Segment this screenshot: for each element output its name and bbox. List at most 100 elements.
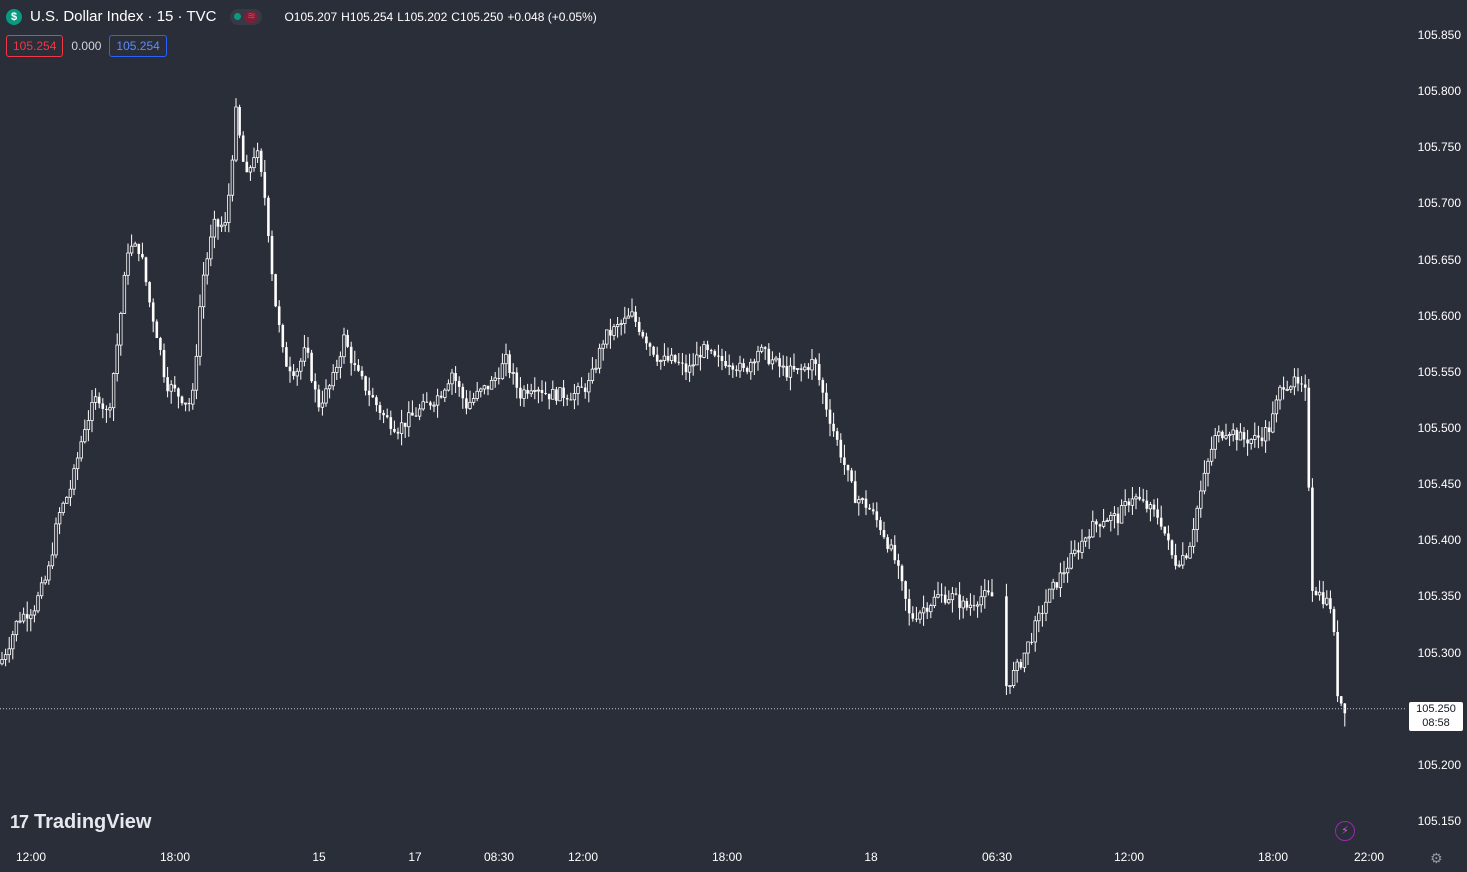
candle-body (97, 396, 101, 404)
time-tick-label: 12:00 (1113, 850, 1145, 864)
candle-body (1329, 598, 1332, 610)
candle-body (1177, 564, 1181, 567)
candle-body (1141, 499, 1145, 501)
candle-body (742, 363, 745, 368)
candle-body (439, 395, 443, 398)
buy-button[interactable]: 105.254 (109, 35, 167, 57)
candle-body (486, 385, 490, 390)
candle-body (832, 423, 835, 432)
candle-body (270, 235, 274, 275)
candle-body (681, 362, 684, 364)
candle-body (198, 306, 202, 357)
bolt-icon[interactable]: ⚡ (1335, 821, 1355, 841)
candle-body (587, 380, 591, 393)
candle-body (691, 364, 695, 367)
candle-body (1307, 387, 1311, 488)
candle-body (274, 274, 277, 307)
candle-body (677, 361, 681, 363)
candle-body (785, 366, 789, 378)
candle-body (497, 377, 501, 379)
candle-body (1026, 641, 1030, 654)
candle-body (630, 311, 634, 317)
candle-body (814, 359, 817, 365)
candle-body (310, 352, 313, 382)
candle-body (238, 106, 241, 136)
candle-body (695, 354, 699, 366)
candle-body (569, 399, 573, 401)
candle-body (360, 370, 364, 377)
candle-body (108, 407, 112, 411)
candle-body (1065, 567, 1070, 574)
time-tick-label: 08:30 (483, 850, 515, 864)
time-tick-label: 22:00 (1353, 850, 1385, 864)
candle-body (1339, 696, 1343, 704)
sell-button[interactable]: 105.254 (6, 35, 64, 57)
candle-body (1083, 537, 1088, 542)
candle-body (216, 219, 220, 227)
candle-body (759, 346, 764, 352)
candle-body (1221, 431, 1224, 439)
candle-body (429, 402, 432, 406)
candle-body (738, 362, 742, 372)
candle-body (897, 560, 900, 566)
candle-body (454, 373, 457, 382)
candle-body (375, 397, 378, 406)
candle-body (749, 361, 753, 373)
ohlc-close: C105.250 (451, 9, 504, 24)
dollar-symbol-icon[interactable]: $ (6, 8, 22, 25)
candle-body (979, 596, 983, 606)
candle-body (702, 344, 706, 358)
candle-body (1055, 582, 1059, 588)
tradingview-logo[interactable]: 17 TradingView (10, 811, 151, 834)
candle-body (1317, 591, 1322, 596)
candle-body (349, 346, 353, 364)
ohlc-legend: O105.207 H105.254 L105.202 C105.250 +0.0… (284, 10, 596, 24)
market-status[interactable]: ≋ (230, 8, 263, 25)
candle-body (1134, 496, 1138, 500)
candle-body (219, 224, 224, 228)
candle-body (1170, 540, 1174, 556)
candle-body (843, 457, 846, 465)
symbol-title[interactable]: U.S. Dollar Index · 15 · TVC (30, 8, 217, 25)
candle-body (720, 355, 724, 362)
candle-body (212, 218, 217, 238)
candle-body (417, 408, 422, 417)
candle-body (223, 222, 227, 226)
candle-body (968, 604, 973, 608)
candle-body (411, 412, 414, 416)
price-tick-label: 105.550 (1417, 364, 1461, 379)
candle-body (393, 428, 396, 432)
candle-body (655, 354, 659, 362)
time-tick-label: 18:00 (1257, 850, 1289, 864)
candle-body (533, 390, 537, 392)
candle-body (893, 544, 897, 561)
candle-body (338, 356, 343, 368)
candle-body (713, 351, 717, 356)
candle-body (29, 614, 33, 619)
candle-body (115, 344, 119, 374)
candle-body (958, 594, 961, 608)
candle-body (259, 150, 263, 173)
candle-body (346, 334, 349, 347)
candle-body (364, 376, 367, 391)
candle-body (1227, 434, 1232, 437)
candle-body (389, 417, 393, 429)
candle-body (1044, 601, 1048, 614)
candle-body (209, 236, 213, 260)
bar-countdown: 08:58 (1422, 717, 1450, 729)
settings-icon[interactable]: ⚙ (1430, 850, 1443, 866)
candle-body (1206, 460, 1210, 474)
candle-body (626, 315, 631, 319)
candle-body (868, 507, 871, 510)
time-tick-label: 17 (408, 850, 422, 864)
candle-body (371, 395, 375, 398)
candle-body (457, 381, 461, 387)
candle-body (717, 355, 720, 357)
candle-body (399, 422, 404, 434)
candle-body (590, 368, 595, 381)
candle-body (925, 607, 929, 612)
candle-body (79, 441, 83, 459)
candle-body (850, 470, 853, 482)
candle-body (1119, 505, 1124, 524)
